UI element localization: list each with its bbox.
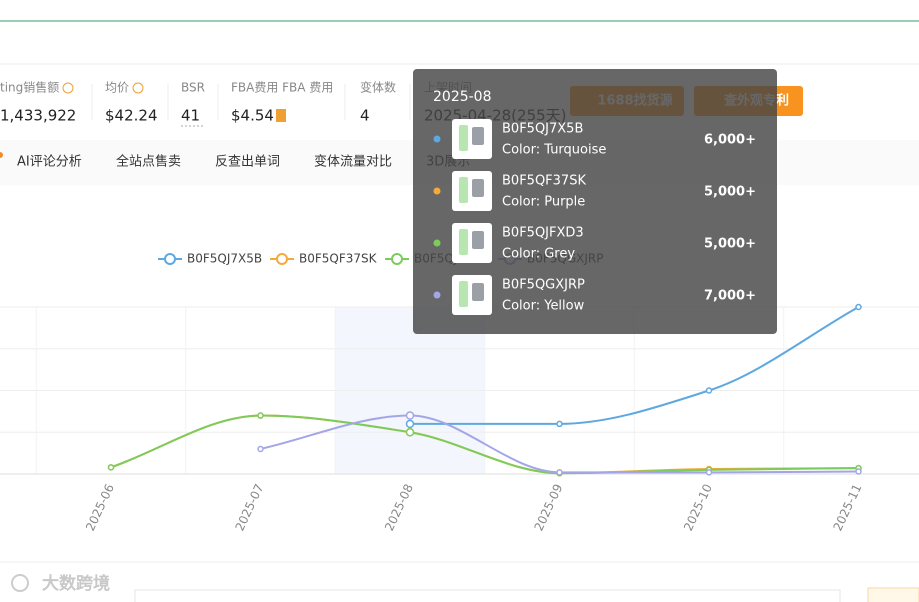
stat-label: 均价 xyxy=(105,81,129,95)
side-box xyxy=(867,587,919,602)
series-point xyxy=(405,428,415,437)
series-point xyxy=(257,445,264,453)
tooltip-name: B0F5QGXJRP xyxy=(502,278,585,293)
tooltip-value: 7,000+ xyxy=(704,289,756,304)
product-body xyxy=(459,125,468,151)
tooltip-title: 2025-08 xyxy=(433,89,492,105)
tooltip-variant: Color: Turquoise xyxy=(502,143,606,158)
tooltip: 2025-08 B0F5QJ7X5B Color: Turquoise 6,000+ B… xyxy=(413,69,777,334)
stat-label: BSR xyxy=(181,81,205,95)
tooltip-variant: Color: Yellow xyxy=(502,299,585,314)
stat-value: 1,433,922 xyxy=(0,107,76,125)
series-point xyxy=(705,469,713,476)
series-point xyxy=(405,419,415,429)
tooltip-value: 5,000+ xyxy=(704,237,756,252)
series-point xyxy=(107,464,115,471)
series-point xyxy=(556,469,563,476)
tab[interactable]: 变体流量对比 xyxy=(314,154,392,170)
tooltip-name: B0F5QF37SK xyxy=(502,174,586,189)
series-point xyxy=(855,468,862,475)
tooltip-name: B0F5QJFXD3 xyxy=(502,226,584,241)
series-point xyxy=(556,420,563,428)
tooltip-dot xyxy=(433,135,441,143)
watermark-logo xyxy=(11,574,29,592)
product-part xyxy=(472,179,484,197)
tooltip-box xyxy=(413,69,777,334)
legend-dot xyxy=(391,253,403,265)
tooltip-dot xyxy=(433,239,441,247)
product-body xyxy=(459,281,468,307)
series-point xyxy=(855,303,862,311)
tooltip-dot xyxy=(433,291,441,299)
stat-value: 4 xyxy=(360,107,370,125)
tooltip-variant: Color: Purple xyxy=(502,195,585,210)
tooltip-variant: Color: Grey xyxy=(502,247,575,262)
series-line xyxy=(410,306,859,425)
legend-dot xyxy=(276,253,288,265)
series-line xyxy=(110,414,859,475)
tooltip-value: 5,000+ xyxy=(704,185,756,200)
stat-value: $42.24 xyxy=(105,107,158,125)
legend-dot xyxy=(164,253,176,265)
series-point xyxy=(405,411,415,420)
legend-label[interactable]: B0F5QF37SK xyxy=(299,252,378,266)
stat-label: FBA费用 FBA 费用 xyxy=(231,81,333,95)
tooltip-value: 6,000+ xyxy=(704,133,756,148)
series-point xyxy=(705,387,713,394)
tooltip-name: B0F5QJ7X5B xyxy=(502,122,583,137)
asin-box xyxy=(134,589,841,602)
product-part xyxy=(472,231,484,249)
stat-value: 41 xyxy=(181,107,200,125)
help-icon xyxy=(62,82,74,94)
stat-value: $4.54 xyxy=(231,107,274,125)
legend-label[interactable]: B0F5QJ7X5B xyxy=(187,252,262,266)
tab[interactable]: 反查出单词 xyxy=(215,155,280,170)
stat-label: ting销售额 xyxy=(0,80,59,95)
series-point xyxy=(257,412,264,419)
product-part xyxy=(472,283,484,301)
calc-icon xyxy=(276,109,286,122)
product-part xyxy=(472,127,484,145)
watermark: 大数跨境 xyxy=(42,573,110,594)
tooltip-dot xyxy=(433,187,441,195)
product-body xyxy=(459,177,468,203)
tab[interactable]: 全站点售卖 xyxy=(116,154,181,170)
tab[interactable]: AI评论分析 xyxy=(17,155,82,170)
tab-dot xyxy=(0,152,3,158)
product-body xyxy=(459,229,468,255)
stat-label: 变体数 xyxy=(360,80,396,95)
help-icon xyxy=(132,82,144,94)
